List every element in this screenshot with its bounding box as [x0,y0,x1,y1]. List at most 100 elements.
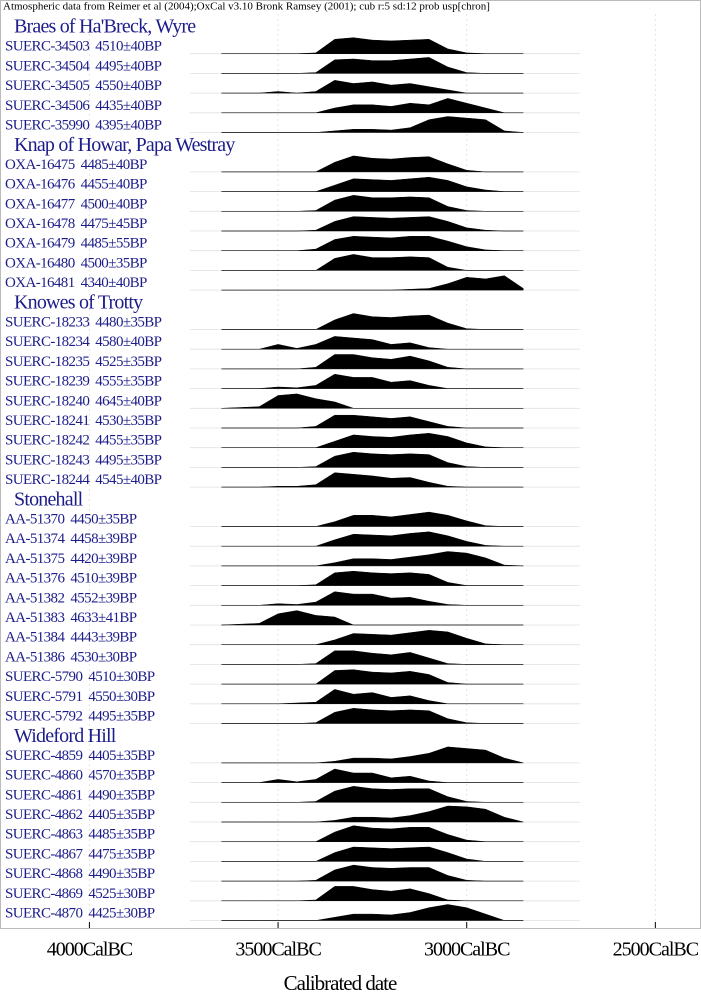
probability-distribution [221,313,524,330]
sample-date: 4490±35BP [88,788,154,804]
probability-distribution [221,80,524,94]
row-label: AA-51382 4552±39BP [5,591,137,607]
probability-distribution [221,570,524,586]
sample-date: 4420±39BP [70,551,136,567]
row-label: SUERC-18241 4530±35BP [5,413,162,429]
row-label: OXA-16475 4485±40BP [5,157,147,173]
sample-id: SUERC-4869 [5,886,82,902]
sample-id: SUERC-4867 [5,847,83,863]
row-label: SUERC-4868 4490±35BP [5,867,155,883]
sample-id: SUERC-4862 [5,807,82,823]
probability-distribution [221,805,524,823]
sample-date: 4580±40BP [95,335,161,351]
row-label: OXA-16477 4500±40BP [5,197,147,213]
sample-id: OXA-16477 [5,197,76,213]
sample-id: AA-51386 [5,650,65,666]
probability-distribution [221,864,524,882]
row-label: SUERC-34503 4510±40BP [5,39,162,55]
group-label: Knowes of Trotty [14,291,143,313]
probability-distribution [221,216,524,232]
row-label: SUERC-4862 4405±35BP [5,807,155,823]
probability-distribution [221,336,524,350]
row-label: OXA-16478 4475±45BP [5,216,147,232]
probability-distribution [221,904,524,921]
sample-date: 4510±40BP [95,39,161,55]
sample-date: 4550±30BP [88,689,154,705]
x-axis-label: Calibrated date [284,971,397,995]
probability-distribution [221,610,524,626]
sample-id: SUERC-4861 [5,788,82,804]
row-label: SUERC-18234 4580±40BP [5,335,162,351]
sample-date: 4530±30BP [70,650,136,666]
sample-id: AA-51384 [5,630,65,646]
sample-date: 4443±39BP [70,630,136,646]
sample-date: 4450±35BP [70,512,136,528]
probability-distribution [221,373,524,389]
sample-date: 4633±41BP [70,610,136,626]
x-tick-label: 2500CalBC [613,939,699,961]
probability-distribution [221,650,524,665]
sample-date: 4555±35BP [95,374,161,390]
sample-date: 4550±40BP [95,79,161,95]
sample-id: SUERC-34505 [5,79,89,95]
sample-id: SUERC-18243 [5,453,89,469]
sample-date: 4455±40BP [81,177,147,193]
row-label: OXA-16481 4340±40BP [5,276,147,292]
sample-date: 4530±35BP [95,413,161,429]
probability-distribution [221,825,524,842]
row-label: SUERC-34506 4435±40BP [5,98,162,114]
row-label: OXA-16479 4485±55BP [5,236,147,252]
sample-date: 4480±35BP [95,315,161,331]
sample-id: AA-51370 [5,512,64,528]
sample-id: OXA-16480 [5,256,75,272]
group-label: Wideford Hill [14,725,117,747]
sample-id: SUERC-18235 [5,354,89,370]
probability-distribution [221,886,524,902]
probability-distribution [221,195,524,212]
sample-id: AA-51375 [5,551,64,567]
chart-title: Atmospheric data from Reimer et al (2004… [3,1,490,13]
probability-distribution [221,433,524,448]
probability-distribution [221,176,524,192]
probability-distribution [221,786,524,803]
probability-distribution [221,254,524,271]
row-label: AA-51383 4633±41BP [5,610,137,626]
probability-distribution [221,531,524,547]
sample-date: 4510±30BP [88,670,154,686]
row-label: AA-51384 4443±39BP [5,630,137,646]
sample-id: SUERC-18242 [5,433,89,449]
x-tick-label: 3500CalBC [235,939,321,961]
row-label: SUERC-4867 4475±35BP [5,847,155,863]
sample-date: 4570±35BP [88,768,154,784]
probability-distribution [221,451,524,468]
sample-date: 4485±35BP [88,827,154,843]
sample-date: 4395±40BP [95,118,161,134]
row-label: SUERC-5792 4495±35BP [5,709,155,725]
sample-id: SUERC-18234 [5,335,90,351]
sample-id: AA-51382 [5,591,64,607]
sample-date: 4525±30BP [88,886,154,902]
sample-id: OXA-16481 [5,276,75,292]
probability-distribution [221,414,524,429]
sample-date: 4455±35BP [95,433,161,449]
probability-distribution [221,275,524,291]
row-label: SUERC-4860 4570±35BP [5,768,155,784]
row-label: SUERC-18240 4645±40BP [5,394,162,410]
probability-distribution [221,591,524,606]
sample-id: AA-51374 [5,532,65,548]
sample-date: 4545±40BP [95,473,161,489]
sample-date: 4495±35BP [88,709,154,725]
sample-id: SUERC-4863 [5,827,82,843]
sample-date: 4495±40BP [95,59,161,75]
sample-date: 4495±35BP [95,453,161,469]
sample-id: SUERC-5791 [5,689,82,705]
row-label: SUERC-4869 4525±30BP [5,886,155,902]
sample-date: 4405±35BP [88,807,154,823]
row-label: SUERC-18244 4545±40BP [5,473,162,489]
sample-id: OXA-16476 [5,177,76,193]
row-label: SUERC-18242 4455±35BP [5,433,162,449]
probability-distribution [221,551,524,567]
probability-distribution [221,236,524,251]
sample-date: 4500±35BP [81,256,147,272]
